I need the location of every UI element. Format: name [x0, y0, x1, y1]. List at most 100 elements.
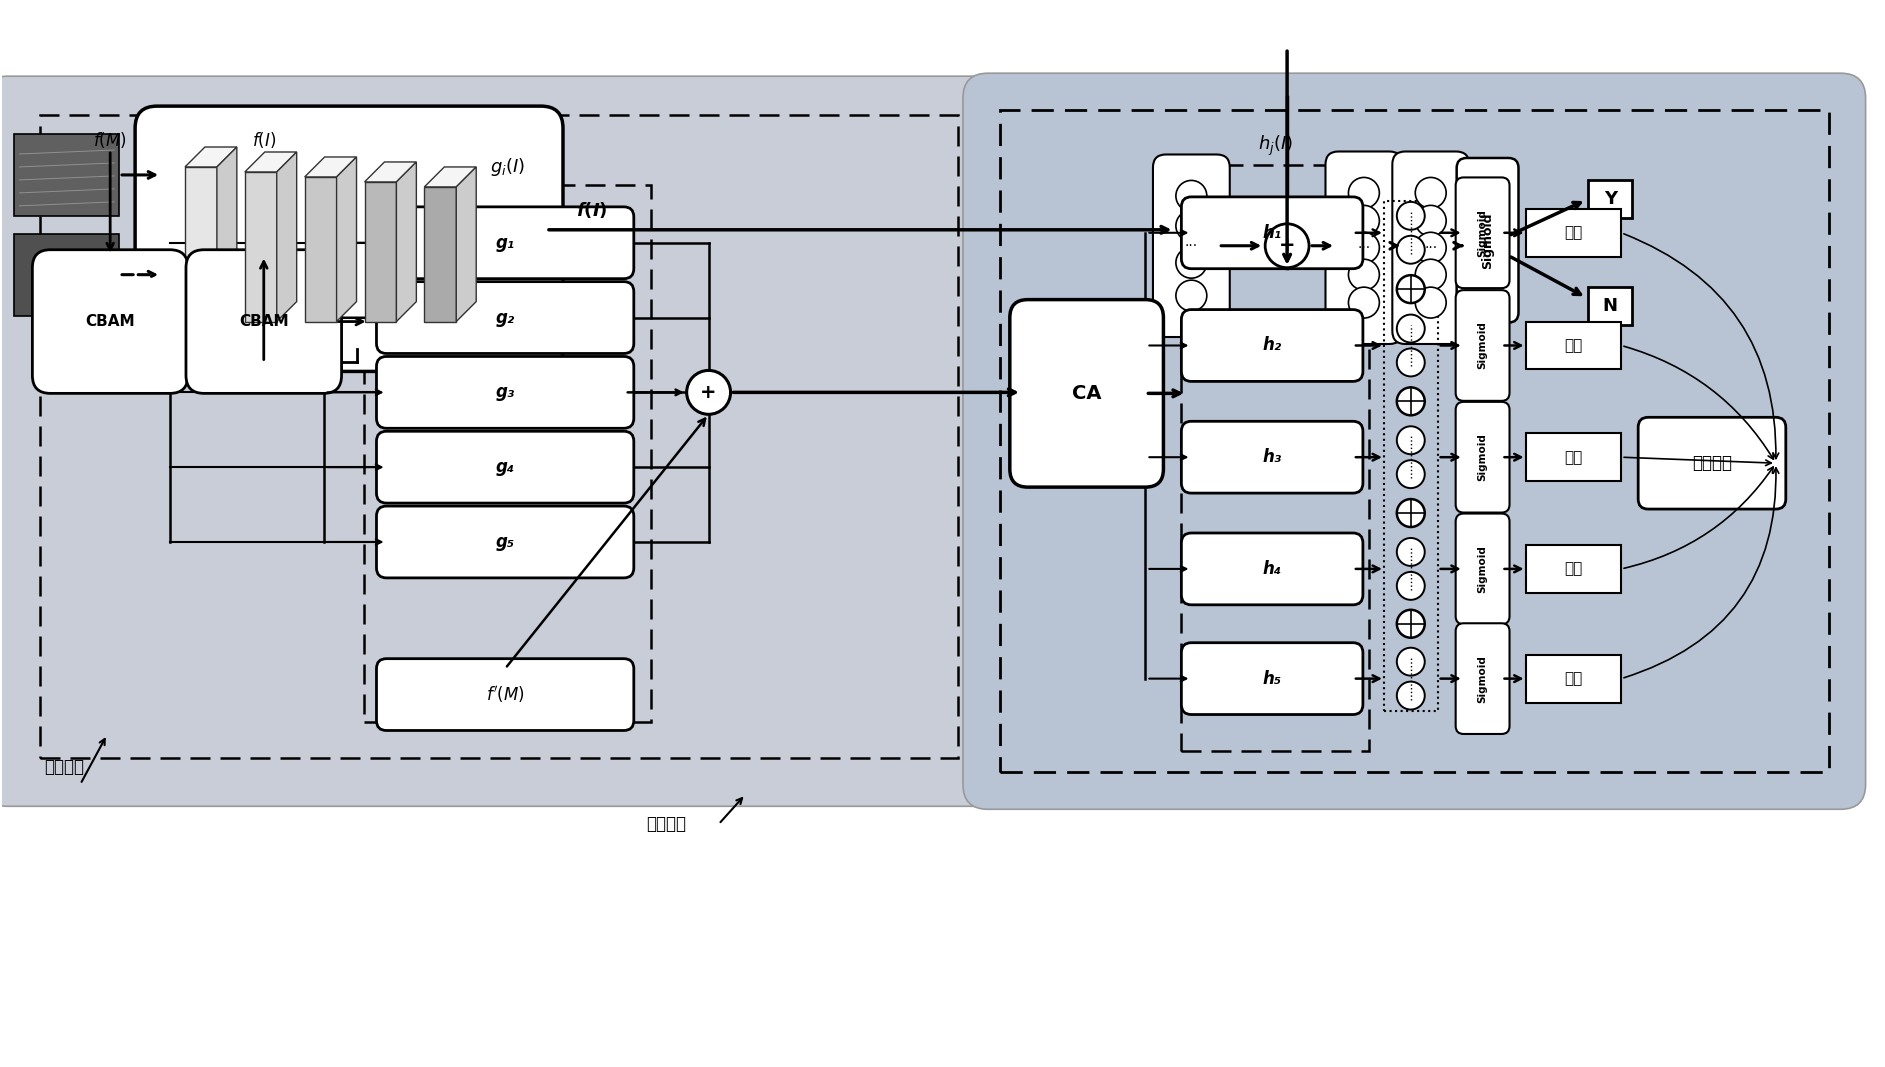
FancyBboxPatch shape [377, 658, 633, 731]
Bar [999, 110, 1828, 773]
Bar [1182, 165, 1369, 751]
Text: g₅: g₅ [496, 534, 515, 551]
FancyBboxPatch shape [1457, 158, 1519, 322]
FancyBboxPatch shape [1638, 417, 1785, 509]
FancyBboxPatch shape [1455, 402, 1510, 512]
FancyBboxPatch shape [1182, 642, 1363, 715]
FancyBboxPatch shape [1010, 300, 1163, 488]
Text: 回声: 回声 [1565, 338, 1583, 353]
Bar [245, 172, 277, 321]
Bar [40, 115, 958, 759]
Bar [15, 134, 119, 216]
Bar [305, 177, 337, 321]
Text: h₃: h₃ [1263, 448, 1282, 466]
Text: 边缘: 边缘 [1565, 561, 1583, 576]
FancyBboxPatch shape [963, 74, 1866, 809]
Bar [1527, 545, 1621, 593]
Circle shape [1397, 349, 1425, 377]
Text: h₁: h₁ [1263, 224, 1282, 242]
Circle shape [1397, 499, 1425, 527]
Ellipse shape [51, 266, 81, 284]
Text: h₅: h₅ [1263, 670, 1282, 687]
Bar [1589, 287, 1632, 324]
Bar [364, 181, 396, 321]
FancyBboxPatch shape [1455, 177, 1510, 288]
Circle shape [1348, 233, 1380, 264]
Text: 钒化: 钒化 [1565, 671, 1583, 686]
Text: ···: ··· [1186, 239, 1197, 253]
Text: g₃: g₃ [496, 383, 515, 401]
Circle shape [1416, 259, 1446, 290]
Circle shape [1416, 287, 1446, 318]
FancyBboxPatch shape [1182, 309, 1363, 381]
FancyBboxPatch shape [0, 76, 1005, 807]
FancyBboxPatch shape [187, 250, 341, 394]
Polygon shape [305, 157, 356, 177]
Circle shape [1397, 460, 1425, 488]
FancyBboxPatch shape [1182, 421, 1363, 493]
Circle shape [1176, 281, 1206, 312]
Text: 属性损失: 属性损失 [1693, 455, 1732, 473]
Bar [1589, 180, 1632, 218]
FancyBboxPatch shape [377, 506, 633, 578]
Bar [15, 234, 119, 316]
Text: $f(I)$: $f(I)$ [251, 130, 275, 150]
Text: Sigmoid: Sigmoid [1482, 212, 1495, 269]
Text: ···: ··· [1425, 241, 1436, 255]
Circle shape [1397, 427, 1425, 455]
Text: 组成: 组成 [1565, 225, 1583, 240]
Bar [1527, 433, 1621, 481]
Text: Sigmoid: Sigmoid [1478, 321, 1487, 369]
Text: $\boldsymbol{f(I)}$: $\boldsymbol{f(I)}$ [577, 200, 607, 220]
FancyBboxPatch shape [1393, 152, 1468, 344]
Circle shape [686, 370, 731, 414]
Circle shape [1416, 205, 1446, 236]
Text: Sigmoid: Sigmoid [1478, 655, 1487, 702]
FancyBboxPatch shape [1182, 534, 1363, 605]
Circle shape [1397, 538, 1425, 566]
Text: h₂: h₂ [1263, 336, 1282, 354]
Text: CA: CA [1073, 384, 1101, 403]
Bar [1527, 321, 1621, 369]
Text: N: N [1602, 297, 1617, 315]
Circle shape [1348, 205, 1380, 236]
Bar [424, 187, 456, 321]
Text: +: + [701, 383, 716, 402]
FancyBboxPatch shape [1154, 155, 1229, 337]
Polygon shape [456, 166, 477, 321]
Polygon shape [217, 147, 238, 321]
Polygon shape [396, 162, 417, 321]
Circle shape [1176, 248, 1206, 278]
Text: h₄: h₄ [1263, 560, 1282, 578]
Text: Y: Y [1604, 190, 1617, 208]
FancyBboxPatch shape [1455, 290, 1510, 401]
Text: g₄: g₄ [496, 458, 515, 476]
Circle shape [1265, 224, 1308, 268]
Circle shape [1397, 648, 1425, 675]
Polygon shape [364, 162, 417, 181]
Text: g₂: g₂ [496, 308, 515, 327]
Text: $h_j(I)$: $h_j(I)$ [1257, 133, 1293, 158]
Circle shape [1397, 387, 1425, 415]
FancyBboxPatch shape [1455, 513, 1510, 624]
FancyBboxPatch shape [32, 250, 188, 394]
Text: 第二阶段: 第二阶段 [647, 815, 686, 833]
Text: ···: ··· [1357, 241, 1370, 255]
Bar [1384, 201, 1438, 711]
Circle shape [1397, 682, 1425, 710]
Circle shape [1397, 315, 1425, 343]
Bar [1527, 655, 1621, 702]
Text: $f'(M)$: $f'(M)$ [486, 684, 524, 705]
Text: CBAM: CBAM [239, 314, 288, 329]
Polygon shape [185, 147, 238, 166]
Text: Sigmoid: Sigmoid [1478, 209, 1487, 257]
Circle shape [1348, 287, 1380, 318]
Polygon shape [245, 152, 296, 172]
Bar [1527, 209, 1621, 257]
FancyBboxPatch shape [377, 431, 633, 503]
FancyBboxPatch shape [1182, 197, 1363, 269]
Circle shape [1416, 233, 1446, 264]
Text: g₁: g₁ [496, 234, 515, 252]
Text: 形态: 形态 [1565, 449, 1583, 465]
Polygon shape [424, 166, 477, 187]
